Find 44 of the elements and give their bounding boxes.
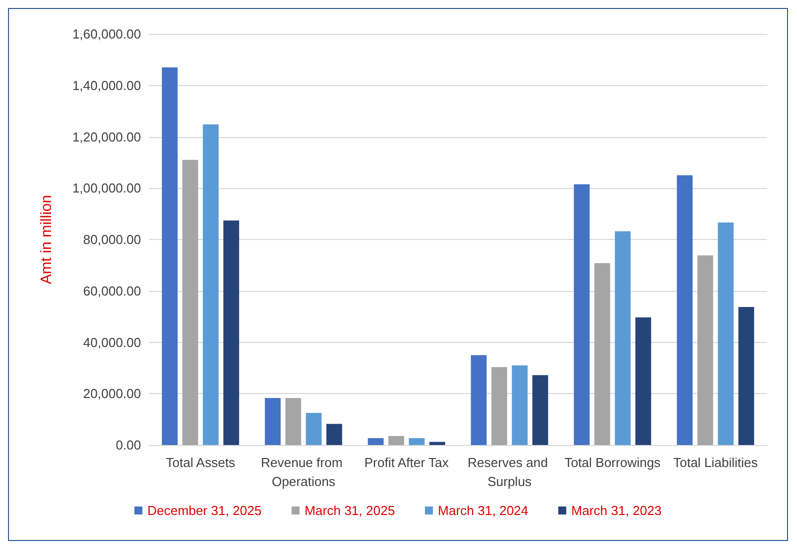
- legend-label: March 31, 2025: [304, 503, 395, 518]
- bar: [306, 412, 322, 445]
- bar: [512, 365, 528, 445]
- bar: [223, 220, 240, 445]
- x-tick-label: Total Assets: [166, 455, 236, 470]
- bar: [388, 436, 404, 445]
- x-tick-label: Profit After Tax: [364, 455, 450, 470]
- y-tick-label: 1,40,000.00: [72, 78, 141, 93]
- y-tick-label: 80,000.00: [83, 232, 141, 247]
- bar: [697, 255, 714, 445]
- y-axis-title: Amt in million: [38, 194, 55, 284]
- y-tick-label: 40,000.00: [83, 334, 141, 350]
- bar: [182, 160, 198, 445]
- bar: [532, 375, 548, 445]
- bar: [429, 442, 446, 445]
- legend-label: December 31, 2025: [147, 503, 262, 518]
- x-tick-label: Total Borrowings: [564, 455, 662, 470]
- x-tick-label: Revenue from Operations: [260, 455, 346, 489]
- bar: [470, 355, 487, 445]
- bar: [202, 124, 219, 445]
- y-tick-label: 1,00,000.00: [72, 180, 141, 196]
- bar: [285, 398, 302, 445]
- bar: [738, 307, 754, 445]
- y-tick-label: 60,000.00: [83, 283, 141, 298]
- y-tick-label: 0.00: [116, 438, 141, 452]
- bar: [491, 367, 508, 445]
- y-tick-label: 1,20,000.00: [72, 129, 141, 144]
- x-tick-label: Total Liabilities: [673, 455, 758, 470]
- bar: [368, 438, 384, 445]
- bar: [614, 231, 631, 445]
- bar: [264, 398, 281, 445]
- bar: [408, 438, 425, 445]
- bar: [718, 222, 734, 445]
- bar: [676, 175, 693, 445]
- legend-label: March 31, 2024: [438, 503, 528, 518]
- bar: [574, 184, 590, 445]
- bar: [162, 67, 178, 445]
- legend-label: March 31, 2023: [571, 503, 662, 518]
- x-tick-label: Reserves and Surplus: [468, 455, 552, 489]
- y-tick-label: 20,000.00: [83, 386, 141, 402]
- bar: [326, 424, 342, 445]
- y-tick-label: 1,60,000.00: [72, 26, 141, 42]
- bar: [594, 263, 610, 445]
- bar: [635, 317, 652, 445]
